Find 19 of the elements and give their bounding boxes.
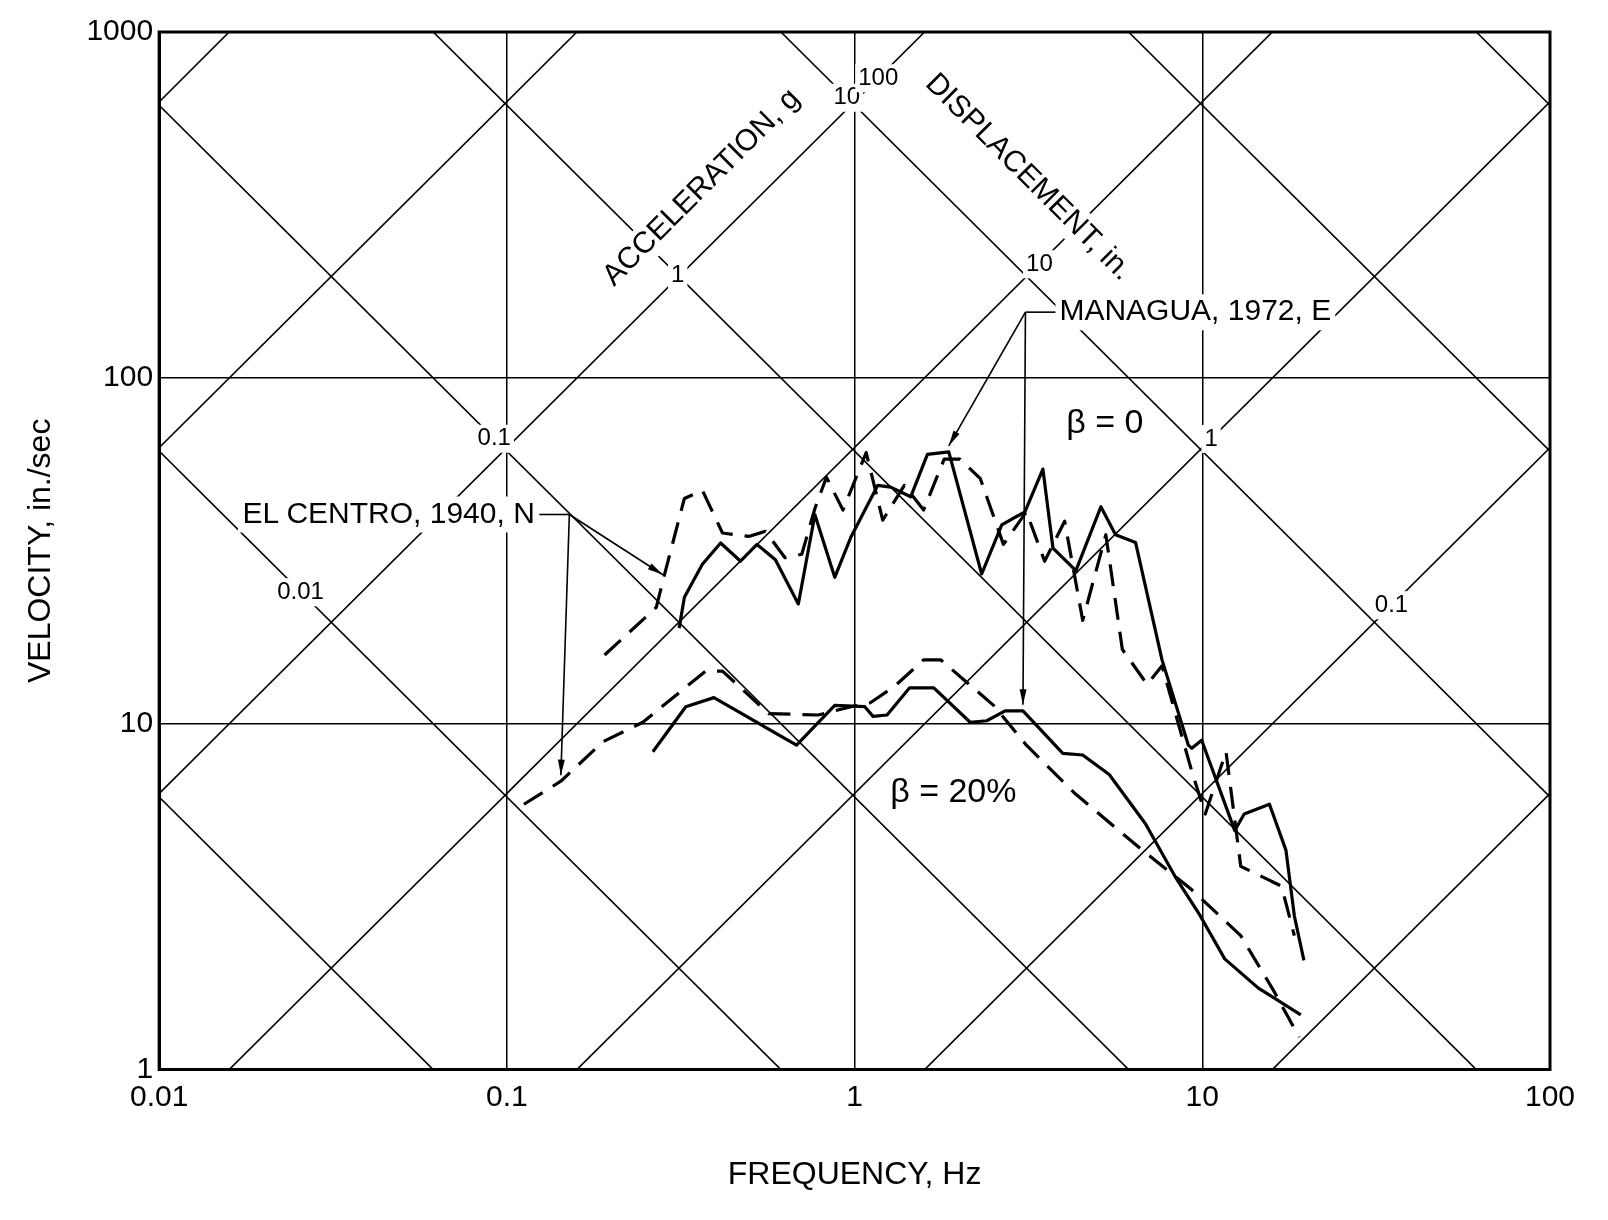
annotation: 10 <box>1026 248 1053 276</box>
annotation: β = 20% <box>890 770 1017 809</box>
annotation: 100 <box>858 62 899 90</box>
annotation: MANAGUA, 1972, E <box>1059 293 1332 327</box>
y-tick-label: 10 <box>119 705 154 738</box>
x-axis-title: FREQUENCY, Hz <box>727 1154 982 1191</box>
annotation: 0.1 <box>477 423 511 451</box>
annotation: EL CENTRO, 1940, N <box>242 495 535 529</box>
y-tick-label: 1000 <box>86 13 154 47</box>
x-tick-label: 0.1 <box>485 1078 528 1112</box>
y-tick-label: 100 <box>103 359 154 393</box>
annotation: 0.1 <box>1374 589 1409 617</box>
annotation: 0.01 <box>277 576 324 604</box>
x-tick-label: 10 <box>1185 1078 1219 1112</box>
x-tick-label: 1 <box>846 1078 863 1112</box>
y-axis-title: VELOCITY, in./sec <box>21 418 58 683</box>
x-tick-label: 100 <box>1524 1078 1576 1112</box>
annotation: β = 0 <box>1066 401 1144 440</box>
annotation: 1 <box>1204 423 1218 451</box>
